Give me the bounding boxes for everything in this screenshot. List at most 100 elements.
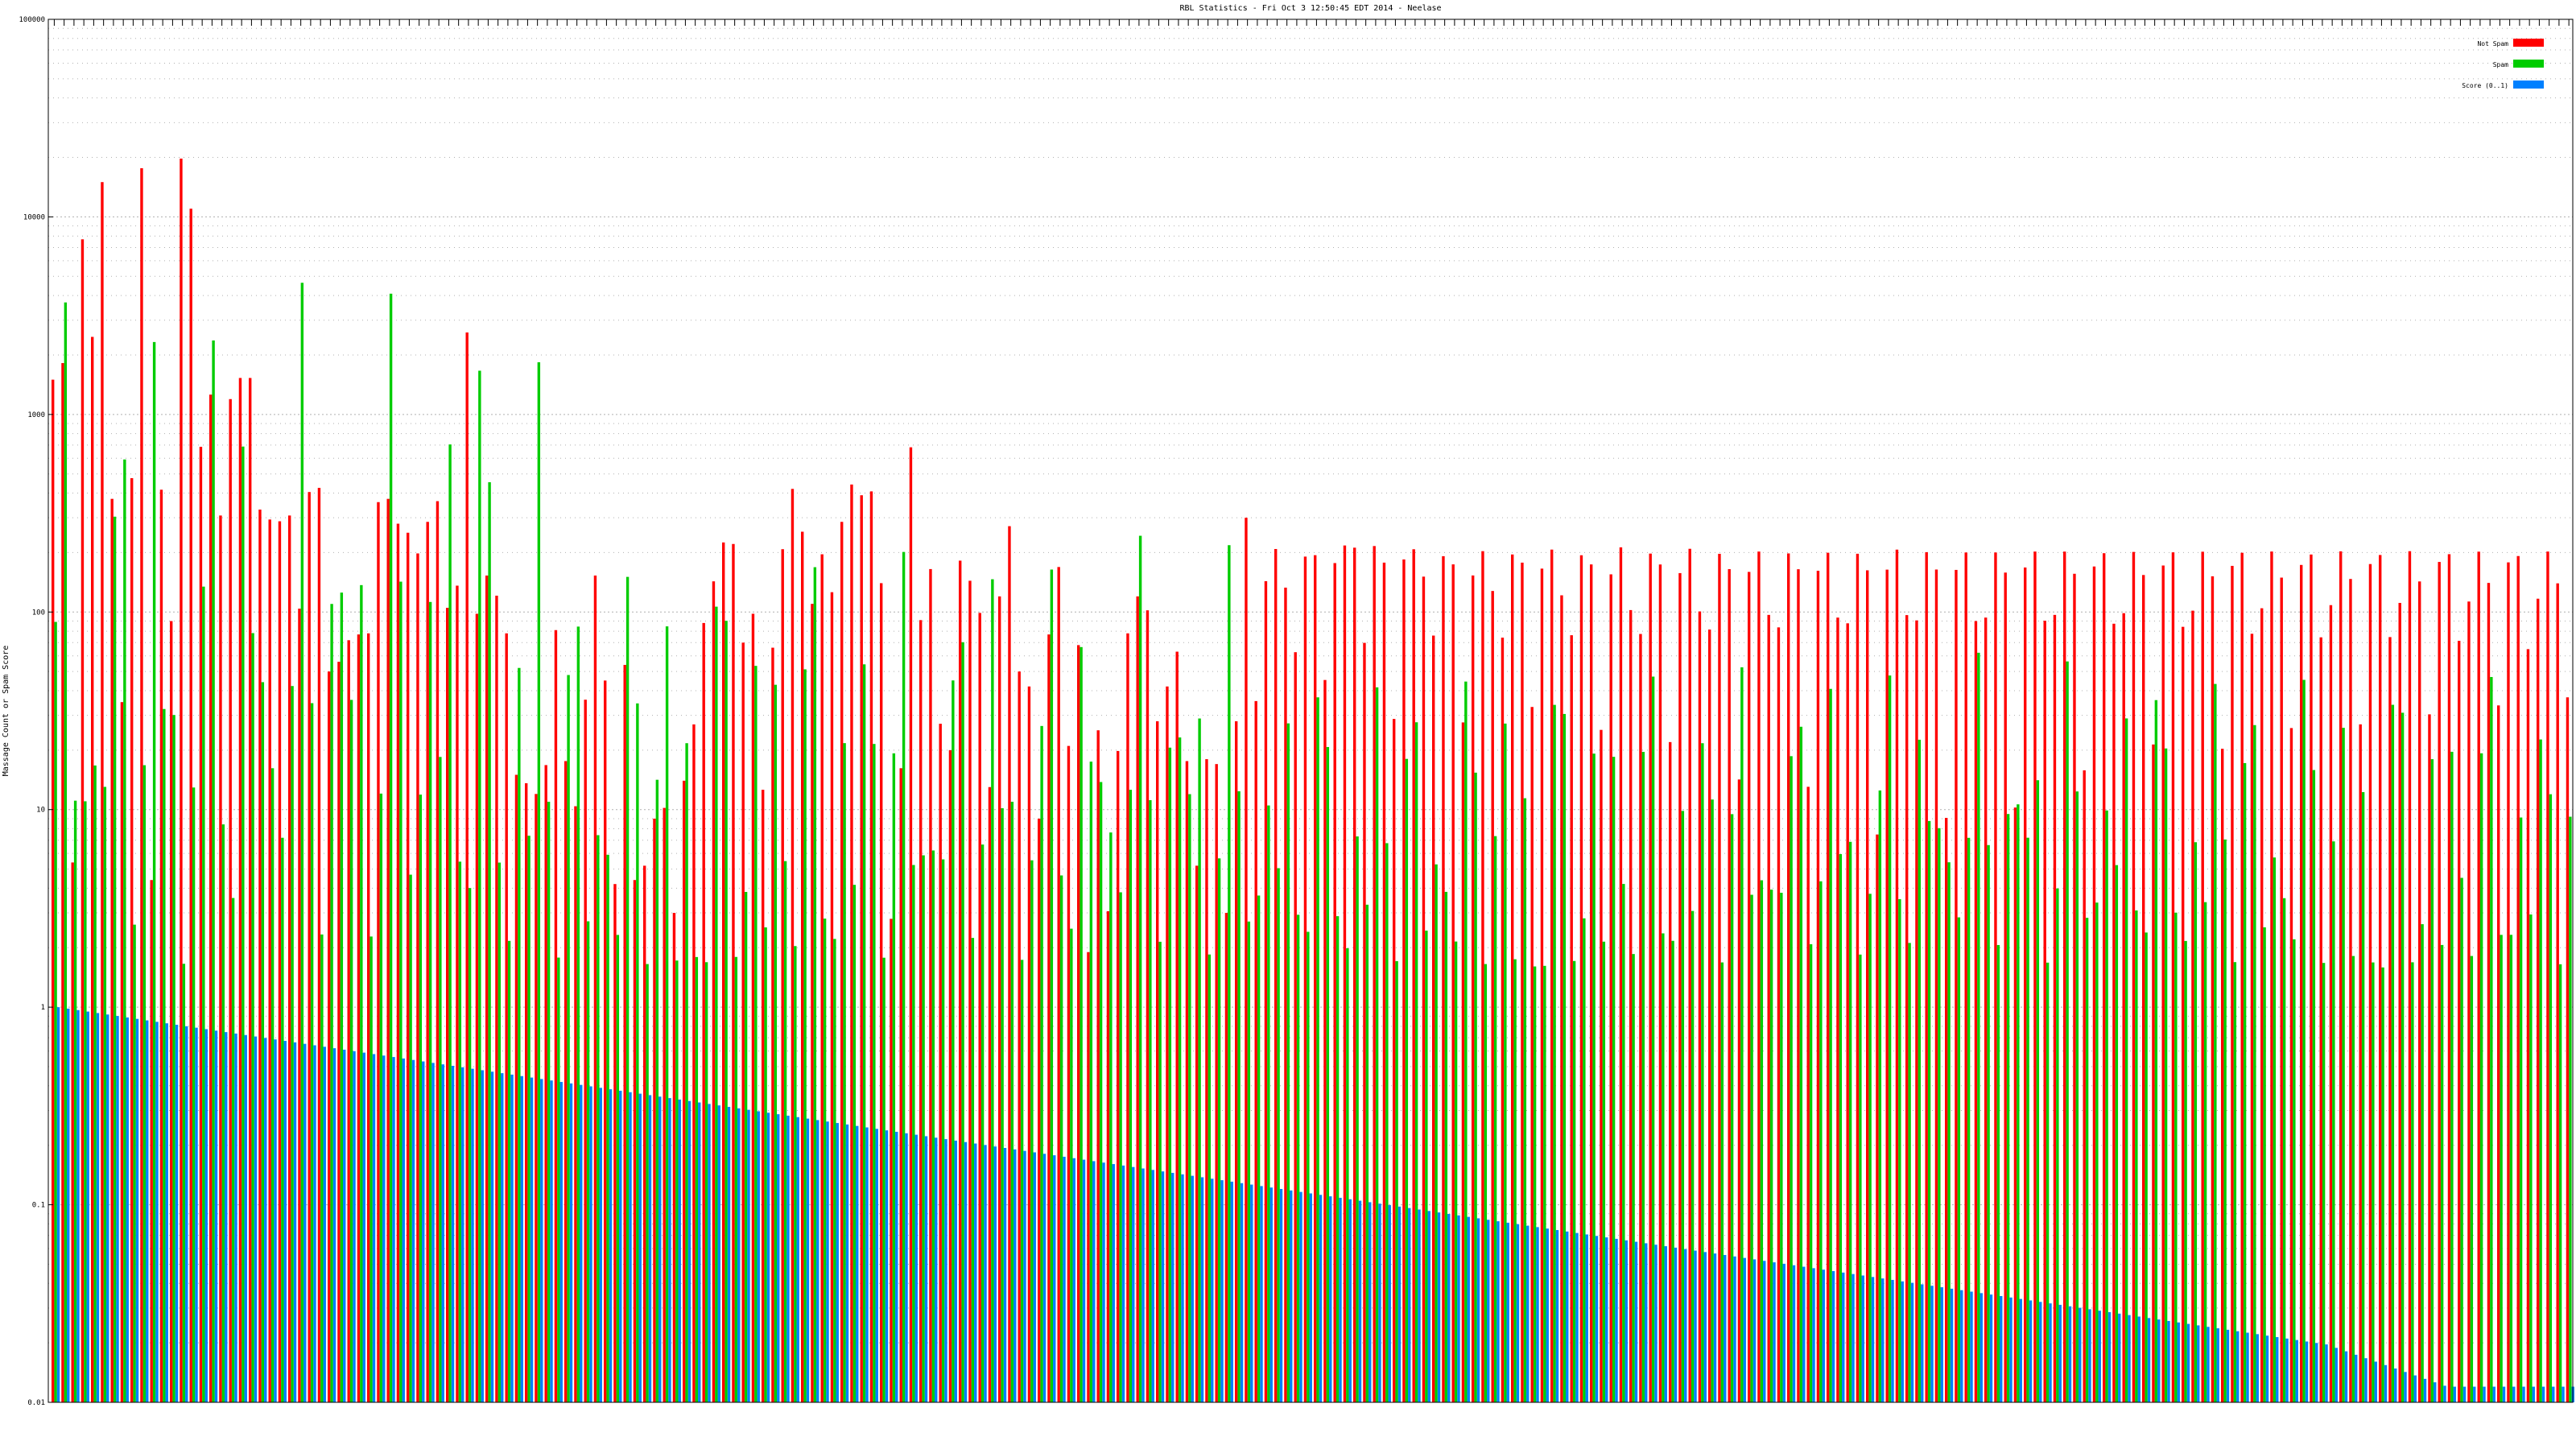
score-bar xyxy=(609,1089,613,1402)
spam-bar xyxy=(54,621,57,1402)
score-bar xyxy=(343,1049,346,1402)
not-spam-bar xyxy=(2260,608,2264,1402)
spam-bar xyxy=(2075,791,2079,1402)
not-spam-bar xyxy=(781,549,784,1402)
score-bar xyxy=(1733,1256,1736,1402)
score-bar xyxy=(313,1045,316,1402)
spam-bar xyxy=(1335,916,1340,1402)
not-spam-bar xyxy=(554,630,558,1402)
spam-bar xyxy=(754,666,758,1402)
score-bar xyxy=(1427,1211,1430,1402)
score-bar xyxy=(2384,1364,2388,1402)
not-spam-bar xyxy=(2132,551,2136,1403)
score-bar xyxy=(766,1113,770,1402)
not-spam-bar xyxy=(1412,549,1415,1402)
not-spam-bar xyxy=(593,575,597,1402)
not-spam-bar xyxy=(337,662,341,1402)
spam-bar xyxy=(1444,891,1448,1402)
spam-bar xyxy=(488,482,491,1403)
score-bar xyxy=(1200,1177,1204,1402)
spam-bar xyxy=(2342,728,2345,1402)
score-bar xyxy=(559,1082,563,1402)
score-bar xyxy=(1092,1161,1096,1402)
score-bar xyxy=(875,1129,878,1402)
score-bar xyxy=(1881,1278,1885,1402)
legend-swatch xyxy=(2513,80,2544,89)
spam-bar xyxy=(646,964,649,1402)
score-bar xyxy=(1368,1202,1372,1402)
spam-bar xyxy=(1996,944,2000,1402)
spam-bar xyxy=(1257,895,1261,1402)
not-spam-bar xyxy=(643,865,646,1402)
not-spam-bar xyxy=(1402,559,1406,1402)
not-spam-bar xyxy=(683,780,686,1402)
spam-bar xyxy=(1780,893,1783,1402)
spam-bar xyxy=(2529,914,2533,1402)
not-spam-bar xyxy=(2201,551,2204,1402)
not-spam-bar xyxy=(968,580,972,1402)
not-spam-bar xyxy=(1570,635,1573,1402)
score-bar xyxy=(658,1096,662,1402)
spam-bar xyxy=(2164,748,2168,1402)
spam-bar xyxy=(1435,864,1438,1402)
spam-bar xyxy=(1839,854,1843,1402)
spam-bar xyxy=(843,743,846,1402)
spam-bar xyxy=(744,891,748,1402)
spam-bar xyxy=(1671,940,1674,1402)
score-bar xyxy=(796,1117,799,1402)
score-bar xyxy=(293,1042,297,1402)
score-bar xyxy=(1161,1171,1165,1402)
not-spam-bar xyxy=(268,519,271,1403)
not-spam-bar xyxy=(1027,686,1031,1402)
spam-bar xyxy=(2095,902,2099,1402)
score-bar xyxy=(2079,1307,2082,1402)
spam-bar xyxy=(1592,753,1596,1402)
score-bar xyxy=(126,1017,129,1402)
spam-bar xyxy=(251,633,254,1402)
not-spam-bar xyxy=(2516,555,2520,1402)
score-bar xyxy=(698,1102,701,1402)
not-spam-bar xyxy=(2250,634,2254,1402)
not-spam-bar xyxy=(791,489,795,1402)
spam-bar xyxy=(419,795,423,1402)
spam-bar xyxy=(961,642,964,1402)
not-spam-bar xyxy=(1126,633,1129,1402)
score-bar xyxy=(2552,1386,2555,1402)
spam-bar xyxy=(1622,884,1625,1402)
score-bar xyxy=(1831,1271,1835,1402)
not-spam-bar xyxy=(702,622,705,1402)
not-spam-bar xyxy=(959,560,962,1402)
spam-bar xyxy=(1612,757,1616,1402)
not-spam-bar xyxy=(1678,572,1682,1402)
spam-bar xyxy=(902,551,906,1402)
spam-bar xyxy=(103,786,107,1402)
spam-bar xyxy=(586,921,590,1402)
score-bar xyxy=(678,1099,681,1402)
not-spam-bar xyxy=(1698,611,1702,1402)
y-tick-label: 10000 xyxy=(23,213,45,221)
score-bar xyxy=(569,1083,573,1402)
spam-bar xyxy=(1395,960,1398,1402)
spam-bar xyxy=(1474,772,1477,1402)
spam-bar xyxy=(1030,860,1034,1402)
score-bar xyxy=(1487,1220,1490,1402)
spam-bar xyxy=(340,592,344,1402)
not-spam-bar xyxy=(860,495,863,1402)
not-spam-bar xyxy=(2112,623,2116,1402)
spam-bar xyxy=(695,956,699,1402)
not-spam-bar xyxy=(2053,614,2057,1402)
not-spam-bar xyxy=(396,523,400,1403)
score-bar xyxy=(895,1131,898,1402)
not-spam-bar xyxy=(2447,554,2451,1402)
spam-bar xyxy=(2490,677,2493,1402)
not-spam-bar xyxy=(2171,552,2175,1402)
spam-bar xyxy=(310,703,314,1402)
not-spam-bar xyxy=(71,862,74,1402)
spam-bar xyxy=(360,584,363,1402)
not-spam-bar xyxy=(1117,750,1120,1402)
spam-bar xyxy=(242,446,245,1403)
spam-bar xyxy=(1307,931,1310,1402)
spam-bar xyxy=(2046,962,2050,1402)
spam-bar xyxy=(84,801,87,1402)
